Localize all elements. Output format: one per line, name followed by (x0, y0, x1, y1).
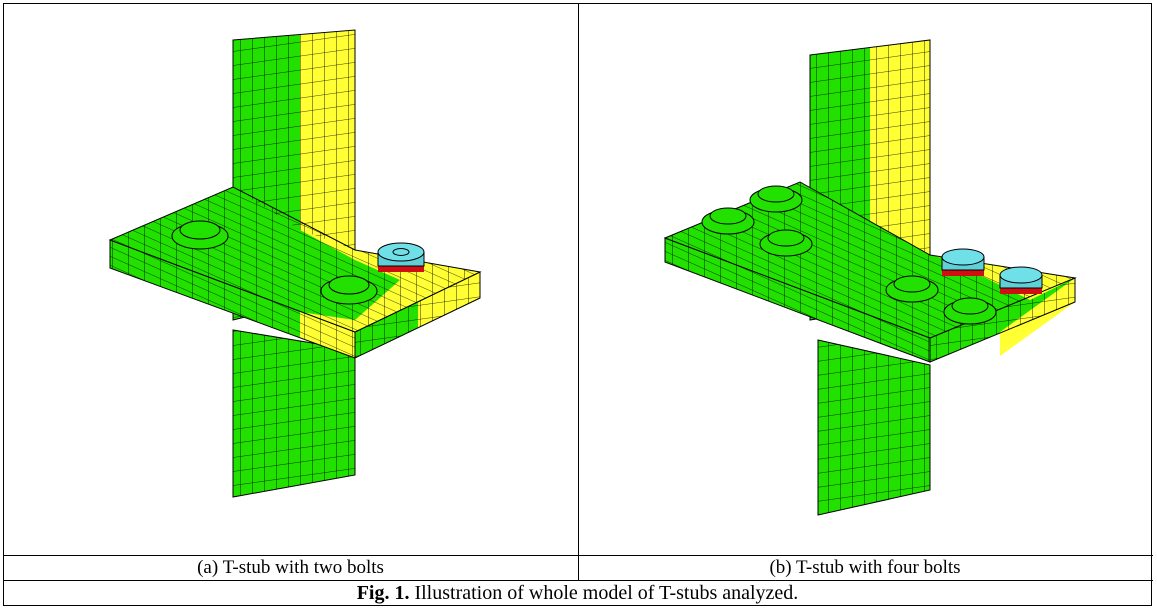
panel-caption: (b) T-stub with four bolts (579, 556, 1151, 580)
figure-caption-text: Illustration of whole model of T-stubs a… (414, 582, 798, 604)
figure-caption: Fig. 1. Illustration of whole model of T… (4, 581, 1151, 605)
model-four-bolts (665, 40, 1075, 515)
model-two-bolts (110, 30, 480, 497)
panel-caption: (a) T-stub with two bolts (4, 556, 577, 580)
model-images (0, 0, 1157, 555)
figure-label: Fig. 1. (357, 582, 410, 604)
page: (a) T-stub with two bolts (b) T-stub wit… (0, 0, 1157, 611)
